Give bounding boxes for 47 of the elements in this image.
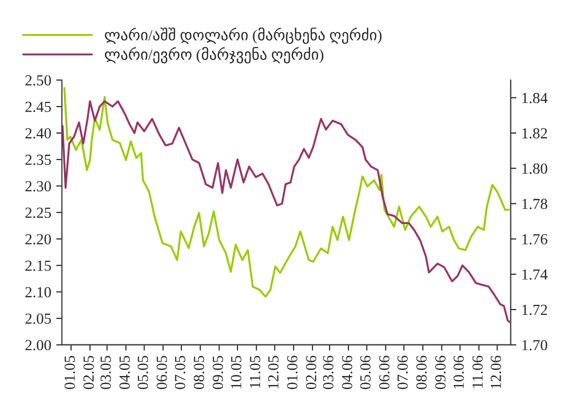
- legend-label: ლარი/აშშ დოლარი (მარცხენა ღერძი): [104, 28, 382, 44]
- x-tick-label: 10.05: [231, 356, 242, 388]
- x-tick-label: 10.06: [454, 356, 464, 388]
- x-tick-label: 07.05: [174, 356, 186, 390]
- y2-tick-label: 1.72: [522, 304, 547, 316]
- line-series: [63, 87, 510, 298]
- x-tick-label: 09.05: [212, 356, 224, 390]
- y-tick-label: 2.00: [25, 340, 51, 350]
- x-tick-label: 11.06: [472, 356, 483, 388]
- y2-tick-label: 1.82: [522, 128, 547, 139]
- y-tick-label: 2.50: [25, 75, 51, 86]
- x-tick-label: 01.05: [64, 356, 75, 390]
- y-tick-label: 2.20: [25, 234, 51, 244]
- x-tick-label: 12.06: [490, 356, 502, 388]
- y-tick-label: 2.10: [25, 287, 51, 298]
- y2-tick-label: 1.74: [522, 269, 548, 280]
- x-tick-label: 07.06: [397, 356, 408, 390]
- y2-tick-label: 1.70: [522, 340, 548, 350]
- line-series: [62, 100, 510, 323]
- x-tick-label: 01.06: [287, 356, 298, 390]
- x-tick-label: 05.05: [138, 356, 148, 390]
- x-tick-label: 04.06: [342, 356, 352, 390]
- x-tick-label: 12.05: [268, 356, 279, 388]
- y2-tick-label: 1.78: [522, 198, 548, 210]
- y-tick-label: 2.45: [25, 102, 51, 112]
- y2-tick-label: 1.76: [522, 234, 548, 244]
- x-tick-label: 11.05: [250, 356, 260, 388]
- y-tick-label: 2.15: [25, 260, 51, 271]
- x-tick-label: 02.05: [83, 356, 94, 390]
- x-tick-label: 02.06: [306, 356, 316, 390]
- y-tick-label: 2.25: [25, 208, 51, 218]
- x-tick-label: 03.06: [323, 356, 334, 390]
- y-tick-label: 2.05: [25, 314, 51, 324]
- x-tick-label: 03.05: [100, 356, 111, 390]
- x-tick-label: 08.05: [194, 356, 204, 390]
- x-tick-label: 06.05: [156, 356, 168, 390]
- x-tick-label: 08.06: [416, 356, 427, 390]
- x-tick-label: 04.05: [119, 356, 130, 390]
- x-tick-label: 09.06: [435, 356, 446, 390]
- y-tick-label: 2.35: [25, 154, 51, 166]
- y-tick-label: 2.40: [25, 128, 51, 139]
- x-tick-label: 05.06: [360, 356, 371, 390]
- y2-tick-label: 1.80: [522, 163, 548, 174]
- legend-label: ლარი/ევრო (მარჯვენა ღერძი): [104, 46, 324, 64]
- y2-tick-label: 1.84: [522, 92, 548, 104]
- x-tick-label: 06.06: [379, 356, 390, 390]
- y-tick-label: 2.30: [25, 181, 51, 192]
